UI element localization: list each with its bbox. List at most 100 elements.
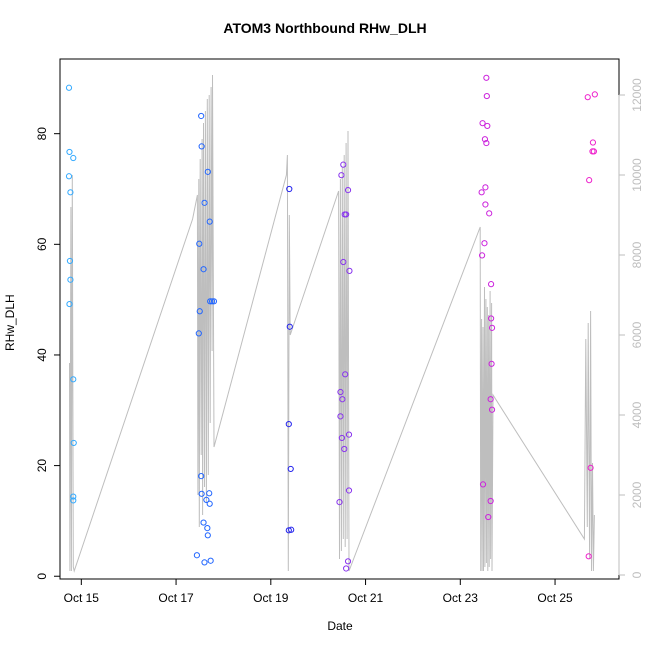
- data-point: [585, 553, 592, 560]
- data-point: [488, 324, 496, 331]
- y-tick-label: 80: [35, 127, 49, 141]
- data-point: [193, 552, 201, 559]
- data-point: [198, 112, 205, 120]
- data-point: [344, 187, 352, 194]
- data-point: [70, 497, 77, 504]
- data-point: [206, 218, 213, 225]
- data-point: [336, 499, 343, 506]
- data-point: [195, 330, 202, 337]
- data-point: [482, 184, 489, 191]
- data-point: [590, 148, 597, 155]
- y2-tick-label: 10000: [630, 158, 644, 192]
- data-point: [206, 490, 213, 497]
- data-point: [488, 360, 495, 367]
- data-point: [207, 298, 214, 305]
- y2-tick-label: 4000: [630, 401, 644, 428]
- data-point: [488, 406, 496, 413]
- data-point: [198, 473, 205, 480]
- data-point: [66, 148, 73, 156]
- y-tick-label: 40: [35, 348, 49, 362]
- data-point: [482, 201, 489, 208]
- data-point: [207, 557, 214, 564]
- data-point: [481, 240, 488, 247]
- data-point: [66, 257, 74, 265]
- data-point: [479, 120, 486, 127]
- data-point: [338, 172, 345, 179]
- data-point: [67, 189, 74, 196]
- data-point: [341, 445, 348, 453]
- x-tick-label: Oct 15: [64, 591, 100, 605]
- data-point: [198, 143, 205, 150]
- data-point: [340, 161, 347, 168]
- data-point: [483, 139, 490, 147]
- y-axis-label: RHw_DLH: [3, 294, 17, 351]
- data-point: [285, 527, 292, 534]
- data-point: [201, 199, 208, 206]
- data-point: [345, 431, 353, 438]
- data-point: [196, 240, 203, 247]
- data-point: [70, 439, 77, 447]
- x-tick-label: Oct 19: [253, 591, 289, 605]
- data-point: [287, 465, 294, 473]
- data-point: [478, 189, 485, 196]
- data-point: [483, 92, 490, 100]
- data-point: [343, 211, 350, 218]
- data-point: [486, 210, 493, 217]
- data-point: [203, 496, 210, 503]
- data-point: [196, 308, 203, 315]
- data-point: [286, 323, 293, 330]
- x-tick-label: Oct 23: [443, 591, 479, 605]
- data-point: [483, 74, 490, 81]
- data-point: [67, 276, 74, 283]
- y-tick-label: 60: [35, 237, 49, 251]
- x-tick-label: Oct 25: [537, 591, 573, 605]
- data-point: [337, 413, 344, 420]
- data-point: [487, 315, 495, 322]
- data-point: [286, 185, 293, 193]
- y2-tick-label: 2000: [630, 481, 644, 508]
- data-point: [479, 481, 487, 488]
- data-point: [485, 513, 492, 521]
- y2-tick-label: 6000: [630, 321, 644, 348]
- data-point: [200, 266, 207, 273]
- data-point: [346, 267, 353, 274]
- data-point: [210, 298, 218, 305]
- data-point: [70, 154, 77, 162]
- y2-tick-label: 0: [630, 571, 644, 578]
- y2-tick-label: 12000: [630, 78, 644, 112]
- data-point: [586, 177, 593, 184]
- data-point: [589, 139, 597, 146]
- data-point: [66, 300, 73, 308]
- y-tick-label: 20: [35, 459, 49, 473]
- data-point: [200, 519, 207, 526]
- y-tick-label: 0: [35, 573, 49, 580]
- data-point: [288, 526, 295, 533]
- x-axis-label: Date: [327, 619, 353, 633]
- data-point: [204, 168, 211, 175]
- x-tick-label: Oct 21: [348, 591, 384, 605]
- data-point: [70, 493, 77, 500]
- data-point: [587, 464, 594, 471]
- data-point: [204, 532, 211, 539]
- data-point: [65, 173, 73, 180]
- data-point: [70, 376, 77, 383]
- chart-title: ATOM3 Northbound RHw_DLH: [223, 20, 427, 36]
- x-tick-label: Oct 17: [158, 591, 194, 605]
- data-point: [337, 388, 344, 396]
- data-point: [484, 122, 491, 130]
- data-point: [345, 487, 353, 494]
- data-point: [487, 497, 494, 505]
- secondary-series-line: [69, 74, 595, 573]
- data-point: [342, 371, 349, 378]
- data-point: [478, 252, 486, 259]
- data-point: [340, 258, 347, 266]
- data-point: [591, 91, 598, 98]
- data-point: [65, 84, 73, 91]
- data-point: [339, 396, 346, 403]
- data-point: [201, 559, 208, 566]
- data-point: [481, 136, 489, 143]
- data-point: [584, 94, 591, 101]
- data-point: [487, 281, 495, 288]
- data-point: [487, 396, 494, 403]
